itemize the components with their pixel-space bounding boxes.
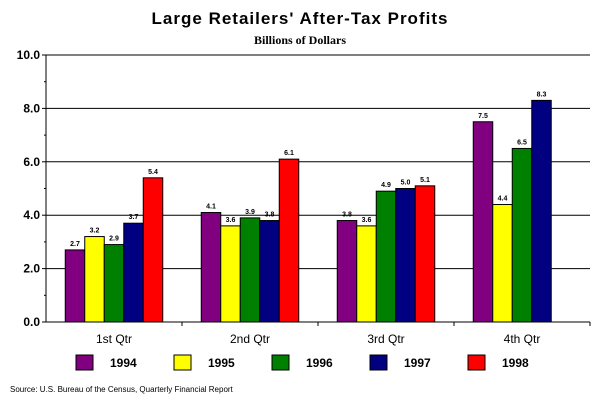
data-label-2nd-qtr-1998: 6.1 (284, 150, 294, 157)
bar-2nd-qtr-1997 (259, 220, 280, 323)
data-label-1st-qtr-1996: 2.9 (109, 236, 119, 243)
data-labels: 2.7 3.2 2.9 3.7 5.4 4.1 3.6 3.9 3.8 6.1 3.8 3.6 4.9 5… (70, 91, 546, 248)
legend-swatch-1998 (467, 354, 486, 371)
data-label-3rd-qtr-1995: 3.6 (362, 217, 372, 224)
bar-1st-qtr-1998 (142, 177, 164, 323)
data-label-1st-qtr-1998: 5.4 (148, 169, 158, 176)
legend-label-1997: 1997 (404, 356, 431, 370)
data-label-3rd-qtr-1997: 5.0 (401, 180, 411, 187)
data-label-1st-qtr-1994: 2.7 (70, 241, 80, 248)
legend-label-1994: 1994 (110, 356, 137, 370)
data-label-1st-qtr-1997: 3.7 (129, 214, 139, 221)
chart-title: Large Retailers' After-Tax Profits (152, 9, 449, 28)
bar-4th-qtr-1997 (531, 99, 552, 323)
bar-4th-qtr-1995 (492, 204, 513, 323)
y-tick-label: 0.0 (23, 315, 40, 329)
bar-3rd-qtr-1995 (356, 225, 377, 323)
data-label-4th-qtr-1994: 7.5 (478, 113, 488, 120)
bar-2nd-qtr-1996 (239, 217, 261, 323)
bar-2nd-qtr-1994 (200, 212, 222, 323)
bar-4th-qtr-1994 (472, 121, 494, 323)
bar-1st-qtr-1996 (103, 244, 125, 323)
legend-label-1995: 1995 (208, 356, 235, 370)
chart-subtitle: Billions of Dollars (254, 33, 346, 47)
y-tick-label: 2.0 (23, 262, 40, 276)
bar-3rd-qtr-1997 (395, 188, 416, 323)
data-label-2nd-qtr-1996: 3.9 (245, 209, 255, 216)
y-tick-label: 10.0 (17, 48, 41, 62)
y-tick-label: 8.0 (23, 101, 40, 115)
source-note: Source: U.S. Bureau of the Census, Quart… (10, 385, 234, 394)
data-label-2nd-qtr-1994: 4.1 (206, 204, 216, 211)
legend: 1994 1995 1996 1997 1998 (75, 354, 529, 371)
x-tick-label-4th-qtr: 4th Qtr (504, 332, 541, 346)
data-label-3rd-qtr-1996: 4.9 (381, 182, 391, 189)
bar-2nd-qtr-1995 (220, 225, 241, 323)
legend-label-1998: 1998 (502, 356, 529, 370)
data-label-2nd-qtr-1995: 3.6 (226, 217, 236, 224)
bar-1st-qtr-1997 (123, 222, 144, 323)
bar-1st-qtr-1994 (64, 249, 86, 323)
data-label-2nd-qtr-1997: 3.8 (265, 212, 275, 219)
data-label-4th-qtr-1996: 6.5 (517, 139, 527, 146)
legend-swatch-1996 (271, 354, 290, 371)
bar-3rd-qtr-1996 (375, 190, 397, 323)
y-tick-label: 6.0 (23, 155, 40, 169)
data-label-1st-qtr-1995: 3.2 (90, 228, 100, 235)
legend-swatch-1997 (369, 354, 388, 371)
bars (64, 99, 552, 323)
data-label-4th-qtr-1995: 4.4 (498, 196, 508, 203)
bar-2nd-qtr-1998 (278, 158, 300, 323)
bar-4th-qtr-1996 (511, 147, 533, 323)
data-label-4th-qtr-1997: 8.3 (537, 91, 547, 98)
bar-3rd-qtr-1994 (336, 220, 358, 323)
data-label-3rd-qtr-1998: 5.1 (420, 177, 430, 184)
bar-1st-qtr-1995 (84, 236, 105, 323)
x-tick-label-1st-qtr: 1st Qtr (96, 332, 132, 346)
legend-swatch-1995 (173, 354, 192, 371)
bar-3rd-qtr-1998 (414, 185, 436, 323)
legend-swatch-1994 (75, 354, 94, 371)
y-tick-label: 4.0 (23, 208, 40, 222)
legend-label-1996: 1996 (306, 356, 333, 370)
x-tick-label-2nd-qtr: 2nd Qtr (230, 332, 270, 346)
x-tick-label-3rd-qtr: 3rd Qtr (367, 332, 404, 346)
data-label-3rd-qtr-1994: 3.8 (342, 212, 352, 219)
